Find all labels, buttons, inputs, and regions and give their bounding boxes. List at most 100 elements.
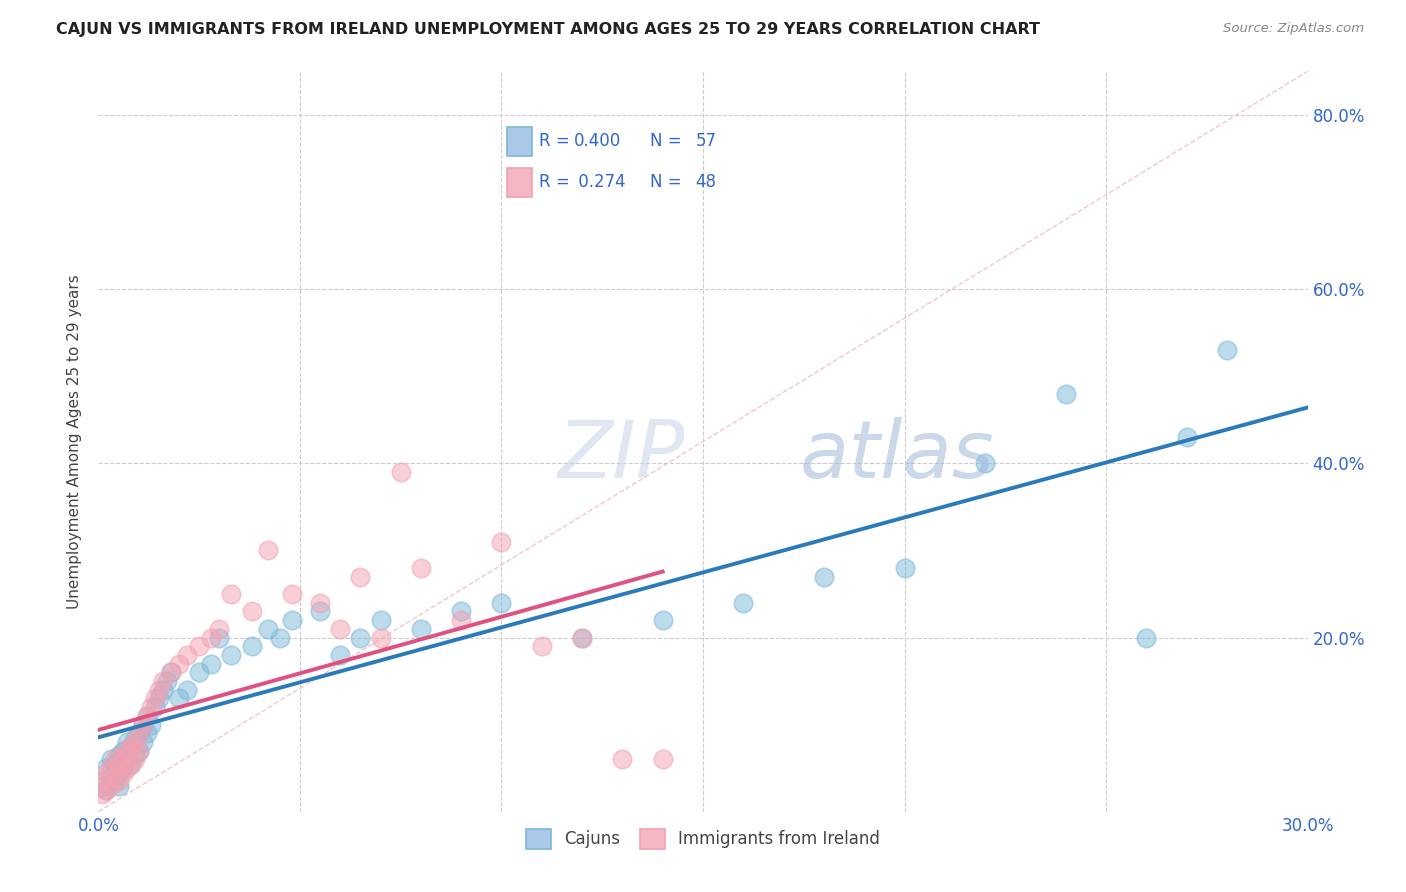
Point	[256, 622, 278, 636]
Point	[208, 622, 231, 636]
Point	[1216, 343, 1239, 357]
Text: R =: R =	[540, 131, 575, 150]
Point	[124, 748, 146, 763]
Point	[651, 752, 673, 766]
Point	[148, 682, 170, 697]
Point	[135, 726, 157, 740]
Point	[120, 739, 142, 754]
Point	[240, 639, 263, 653]
Point	[111, 765, 134, 780]
Point	[200, 657, 222, 671]
Point	[188, 639, 211, 653]
Point	[128, 726, 150, 740]
Point	[128, 726, 150, 740]
Point	[651, 613, 673, 627]
Point	[450, 613, 472, 627]
Point	[103, 752, 125, 766]
Point	[111, 748, 134, 763]
Point	[148, 691, 170, 706]
Point	[188, 665, 211, 680]
Point	[132, 735, 155, 749]
Point	[200, 631, 222, 645]
Point	[1054, 386, 1077, 401]
Point	[135, 709, 157, 723]
Point	[974, 456, 997, 470]
Point	[143, 700, 166, 714]
Point	[208, 631, 231, 645]
Point	[309, 596, 332, 610]
Point	[152, 674, 174, 689]
Point	[240, 604, 263, 618]
Point	[167, 691, 190, 706]
Point	[91, 779, 114, 793]
Point	[370, 631, 392, 645]
Point	[893, 561, 915, 575]
Point	[156, 674, 179, 689]
Point	[100, 770, 122, 784]
Text: 0.400: 0.400	[574, 131, 620, 150]
Point	[115, 761, 138, 775]
Point	[221, 587, 243, 601]
Point	[124, 735, 146, 749]
Point	[167, 657, 190, 671]
Point	[107, 748, 129, 763]
Text: ZIP: ZIP	[558, 417, 685, 495]
Point	[491, 596, 513, 610]
Text: CAJUN VS IMMIGRANTS FROM IRELAND UNEMPLOYMENT AMONG AGES 25 TO 29 YEARS CORRELAT: CAJUN VS IMMIGRANTS FROM IRELAND UNEMPLO…	[56, 22, 1040, 37]
Text: R =: R =	[540, 173, 575, 191]
Point	[1135, 631, 1157, 645]
Point	[100, 779, 122, 793]
Point	[107, 756, 129, 771]
Point	[571, 631, 593, 645]
Text: 0.274: 0.274	[574, 173, 626, 191]
Text: N =: N =	[650, 173, 688, 191]
Point	[132, 717, 155, 731]
Point	[733, 596, 755, 610]
Text: Source: ZipAtlas.com: Source: ZipAtlas.com	[1223, 22, 1364, 36]
Point	[176, 648, 198, 662]
Point	[124, 752, 146, 766]
Point	[111, 761, 134, 775]
Point	[176, 682, 198, 697]
Point	[409, 561, 432, 575]
Point	[409, 622, 432, 636]
Point	[96, 783, 118, 797]
Point	[281, 613, 304, 627]
Point	[128, 744, 150, 758]
Point	[349, 631, 371, 645]
Text: 48: 48	[696, 173, 716, 191]
FancyBboxPatch shape	[508, 169, 533, 197]
Point	[115, 735, 138, 749]
Point	[329, 648, 352, 662]
Point	[120, 756, 142, 771]
Point	[160, 665, 183, 680]
Point	[107, 774, 129, 789]
Point	[571, 631, 593, 645]
Point	[139, 700, 162, 714]
Point	[107, 765, 129, 780]
Point	[115, 752, 138, 766]
Point	[450, 604, 472, 618]
Point	[103, 770, 125, 784]
Point	[221, 648, 243, 662]
Point	[281, 587, 304, 601]
Point	[120, 756, 142, 771]
Point	[111, 744, 134, 758]
Point	[132, 717, 155, 731]
Point	[128, 744, 150, 758]
FancyBboxPatch shape	[508, 127, 533, 156]
Point	[100, 752, 122, 766]
Point	[269, 631, 291, 645]
Point	[612, 752, 634, 766]
Point	[349, 569, 371, 583]
Text: N =: N =	[650, 131, 688, 150]
Point	[91, 774, 114, 789]
Point	[370, 613, 392, 627]
Point	[152, 682, 174, 697]
Point	[530, 639, 553, 653]
Point	[491, 534, 513, 549]
Text: 57: 57	[696, 131, 716, 150]
Point	[124, 731, 146, 745]
Point	[256, 543, 278, 558]
Point	[120, 739, 142, 754]
